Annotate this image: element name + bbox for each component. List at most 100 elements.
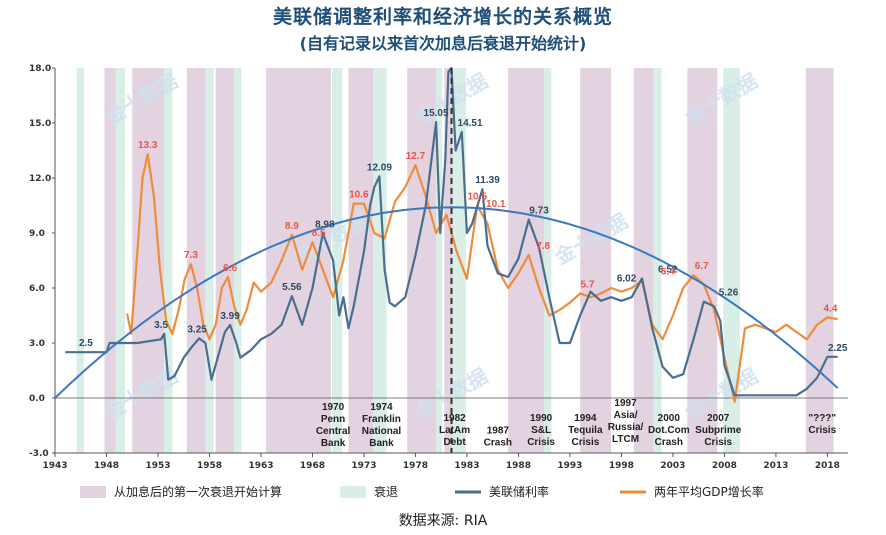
- data-labels: 2.5 3.5 3.25 3.99 5.56 8.98 12.09 15.05 14.51 11.…: [79, 108, 848, 354]
- crisis-annotation-text: S&L: [531, 425, 551, 436]
- recession-band: [436, 68, 443, 453]
- hike-period-band: [186, 68, 206, 453]
- x-tick-label: 1948: [94, 461, 119, 471]
- crisis-annotation-text: 1990: [530, 413, 553, 424]
- legend-hike-period-swatch: [80, 486, 106, 498]
- gdp-growth-label: 6.7: [695, 261, 709, 272]
- crisis-annotation-text: Penn: [321, 414, 345, 425]
- fed-rate-label: 2.25: [828, 343, 848, 354]
- x-tick-label: 2018: [815, 461, 840, 471]
- legend-hike-period-label: 从加息后的第一次衰退开始计算: [114, 484, 282, 499]
- gdp-growth-label: 4.4: [824, 303, 838, 314]
- y-tick-label: 6.0: [29, 284, 45, 294]
- recession-band: [234, 68, 242, 453]
- recession-band: [76, 68, 84, 453]
- gdp-growth-label: 8.9: [285, 221, 299, 232]
- x-tick-label: 2003: [660, 461, 685, 471]
- fed-rate-label: 11.39: [475, 175, 500, 186]
- fed-rate-label: 14.51: [458, 118, 483, 129]
- crisis-annotation-text: 2007: [707, 413, 730, 424]
- axes: 1943 1948 1953 1958 1963 1968 1973 1978 1983 1988…: [29, 64, 848, 471]
- fed-rate-line: [65, 66, 838, 397]
- recession-band: [332, 68, 343, 453]
- crisis-annotation-text: Dot.Com: [648, 425, 690, 436]
- fed-rate-label: 3.25: [187, 324, 207, 335]
- x-tick-label: 2008: [712, 461, 737, 471]
- x-tick-label: 1953: [145, 461, 170, 471]
- crisis-annotation-text: Crash: [655, 437, 683, 448]
- fed-rate-label: 2.5: [79, 338, 93, 349]
- y-tick-label: 3.0: [29, 339, 45, 349]
- y-tick-label: 9.0: [29, 229, 45, 239]
- x-tick-label: 1988: [506, 461, 531, 471]
- crisis-annotation-text: Franklin: [362, 414, 401, 425]
- x-tick-label: 1998: [609, 461, 634, 471]
- series-lines: [54, 66, 839, 453]
- crisis-annotation-text: Bank: [321, 438, 346, 449]
- gdp-growth-label: 6.4: [661, 267, 675, 278]
- crisis-annotation-text: 2000: [658, 413, 681, 424]
- x-tick-label: 1943: [42, 461, 67, 471]
- crisis-annotation-text: Crisis: [571, 437, 599, 448]
- recession-band: [723, 68, 740, 453]
- x-tick-label: 1963: [248, 461, 273, 471]
- fed-rate-label: 5.56: [282, 282, 302, 293]
- y-tick-label: 12.0: [29, 174, 51, 184]
- crisis-annotation-text: Crash: [484, 438, 512, 449]
- fed-rate-label: 8.98: [315, 219, 335, 230]
- fed-rate-label: 3.5: [154, 320, 168, 331]
- crisis-annotation-text: 1982: [443, 413, 466, 424]
- fed-rate-label: 5.26: [719, 288, 739, 299]
- crisis-annotation-text: LTCM: [612, 434, 639, 445]
- crisis-annotation-text: Central: [316, 426, 351, 437]
- chart-subtitle: (自有记录以来首次加息后衰退开始统计): [299, 34, 587, 53]
- recession-band: [205, 68, 214, 453]
- crisis-annotation-text: Tequila: [568, 425, 603, 436]
- recession-band: [544, 68, 552, 453]
- gdp-growth-label: 6.6: [223, 263, 237, 274]
- x-tick-label: 1983: [454, 461, 479, 471]
- crisis-annotation-text: Bank: [369, 438, 394, 449]
- y-tick-label: 18.0: [29, 64, 51, 74]
- gdp-growth-label: 12.7: [406, 151, 426, 162]
- x-tick-label: 1958: [197, 461, 222, 471]
- hike-period-band: [215, 68, 235, 453]
- hike-period-band: [104, 68, 116, 453]
- crisis-annotation-text: 1987: [487, 426, 510, 437]
- x-tick-label: 1973: [351, 461, 376, 471]
- crisis-annotation-text: 1997: [614, 398, 637, 409]
- x-tick-label: 1993: [557, 461, 582, 471]
- hike-period-band: [348, 68, 374, 453]
- fed-rate-label: 15.05: [424, 108, 449, 119]
- fed-rate-label: 6.52: [658, 264, 678, 275]
- hike-period-band: [805, 68, 834, 453]
- recession-band: [373, 68, 387, 453]
- legend: 从加息后的第一次衰退开始计算 衰退 美联储利率 两年平均GDP增长率: [80, 484, 764, 499]
- crisis-annotation-text: "???": [808, 413, 836, 424]
- crisis-annotation-text: 1974: [370, 402, 393, 413]
- crisis-annotation-text: Asia/: [614, 410, 638, 421]
- recession-band: [115, 68, 126, 453]
- crisis-annotation-text: Subprime: [695, 425, 742, 436]
- gdp-growth-label: 7.8: [536, 241, 550, 252]
- hike-period-band: [633, 68, 654, 453]
- legend-gdp-growth-label: 两年平均GDP增长率: [654, 484, 764, 499]
- crisis-annotations: 1970PennCentralBank1974FranklinNationalB…: [316, 398, 837, 449]
- crisis-annotation-text: Crisis: [808, 425, 836, 436]
- crisis-annotation-text: 1970: [322, 402, 345, 413]
- crisis-annotation-text: LatAm: [439, 425, 470, 436]
- crisis-annotation-text: Crisis: [704, 437, 732, 448]
- y-tick-label: 15.0: [29, 119, 51, 129]
- gdp-growth-label: 5.7: [580, 280, 594, 291]
- hike-period-band: [407, 68, 437, 453]
- hike-period-band: [580, 68, 612, 453]
- fed-rate-label: 6.02: [617, 274, 637, 285]
- y-tick-label: -3.0: [29, 449, 49, 459]
- gdp-growth-label: 10.5: [468, 192, 488, 203]
- gdp-growth-label: 10.1: [486, 199, 506, 210]
- fed-rate-label: 12.09: [367, 162, 392, 173]
- crisis-annotation-text: Crisis: [527, 437, 555, 448]
- crisis-annotation-text: Russia/: [608, 422, 644, 433]
- recession-band: [653, 68, 662, 453]
